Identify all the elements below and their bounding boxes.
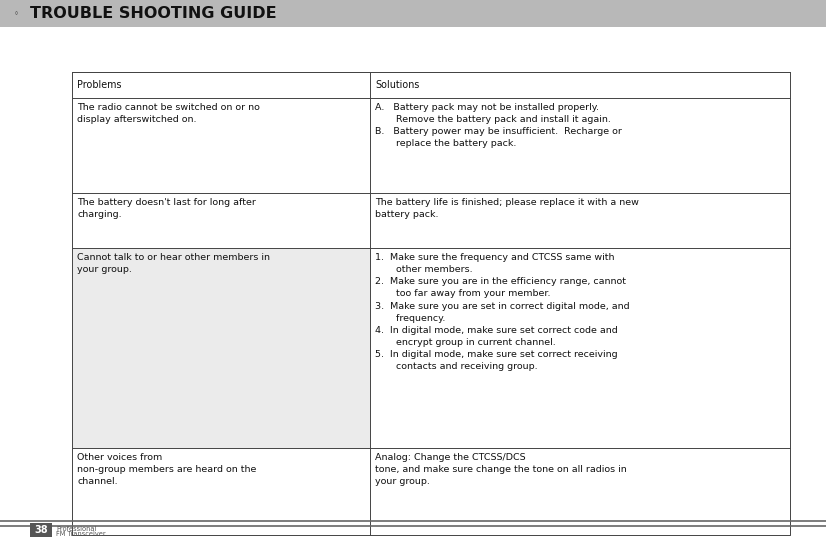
Bar — [72, 98, 370, 193]
Text: Solutions: Solutions — [375, 80, 420, 90]
Bar — [72, 248, 370, 448]
Text: The radio cannot be switched on or no
display afterswitched on.: The radio cannot be switched on or no di… — [77, 103, 260, 124]
Text: FM Transceiver: FM Transceiver — [56, 531, 106, 537]
Text: Other voices from
non-group members are heard on the
channel.: Other voices from non-group members are … — [77, 453, 256, 486]
Text: TROUBLE SHOOTING GUIDE: TROUBLE SHOOTING GUIDE — [30, 7, 277, 22]
Text: Professional: Professional — [56, 526, 97, 532]
Bar — [72, 72, 370, 98]
Bar — [370, 448, 790, 535]
Text: Analog: Change the CTCSS/DCS
tone, and make sure change the tone on all radios i: Analog: Change the CTCSS/DCS tone, and m… — [375, 453, 627, 486]
Text: 38: 38 — [34, 525, 48, 535]
Text: Cannot talk to or hear other members in
your group.: Cannot talk to or hear other members in … — [77, 253, 270, 274]
Bar — [370, 98, 790, 193]
Bar — [72, 448, 370, 535]
Bar — [72, 193, 370, 248]
Bar — [370, 193, 790, 248]
Bar — [370, 248, 790, 448]
Text: ◦: ◦ — [14, 9, 19, 18]
Text: 1.  Make sure the frequency and CTCSS same with
       other members.
2.  Make s: 1. Make sure the frequency and CTCSS sam… — [375, 253, 629, 371]
Bar — [30, 523, 52, 537]
Bar — [0, 0, 826, 27]
Text: A.   Battery pack may not be installed properly.
       Remove the battery pack : A. Battery pack may not be installed pro… — [375, 103, 622, 148]
Text: The battery doesn't last for long after
charging.: The battery doesn't last for long after … — [77, 198, 256, 219]
Bar — [370, 72, 790, 98]
Text: The battery life is finished; please replace it with a new
battery pack.: The battery life is finished; please rep… — [375, 198, 638, 219]
Text: Problems: Problems — [77, 80, 121, 90]
